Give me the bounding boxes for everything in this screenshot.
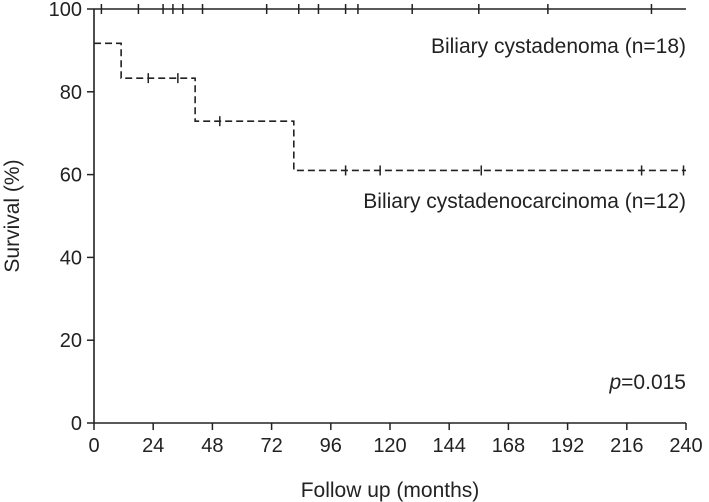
x-tick-label: 72 bbox=[260, 435, 282, 457]
y-tick-label: 80 bbox=[60, 82, 82, 104]
x-tick-label: 120 bbox=[373, 435, 406, 457]
p-value-annotation: p=0.015 bbox=[608, 371, 686, 394]
x-tick-label: 96 bbox=[320, 435, 342, 457]
y-axis-label: Survival (%) bbox=[1, 159, 24, 272]
x-tick-label: 168 bbox=[492, 435, 525, 457]
x-tick-label: 192 bbox=[551, 435, 584, 457]
axes: 0 20 40 60 80 100 0 24 48 72 96 120 144 168 192 216 240 bbox=[49, 0, 703, 457]
series-layer bbox=[94, 4, 686, 176]
x-axis-label: Follow up (months) bbox=[301, 479, 480, 502]
y-tick-label: 20 bbox=[60, 330, 82, 352]
y-tick-label: 0 bbox=[71, 413, 82, 435]
x-tick-label: 240 bbox=[669, 435, 702, 457]
x-tick-label: 48 bbox=[201, 435, 223, 457]
y-tick-label: 40 bbox=[60, 247, 82, 269]
series-label-cystadenocarcinoma: Biliary cystadenocarcinoma (n=12) bbox=[363, 190, 686, 213]
survival-curve-2 bbox=[94, 42, 686, 172]
p-value-text: =0.015 bbox=[621, 371, 686, 394]
x-tick-label: 24 bbox=[142, 435, 164, 457]
x-tick-label: 144 bbox=[433, 435, 466, 457]
series-label-cystadenoma: Biliary cystadenoma (n=18) bbox=[431, 35, 686, 58]
x-tick-label: 216 bbox=[610, 435, 643, 457]
y-tick-label: 100 bbox=[49, 0, 82, 21]
p-value-prefix: p bbox=[608, 371, 621, 394]
y-tick-label: 60 bbox=[60, 165, 82, 187]
x-tick-label: 0 bbox=[88, 435, 99, 457]
